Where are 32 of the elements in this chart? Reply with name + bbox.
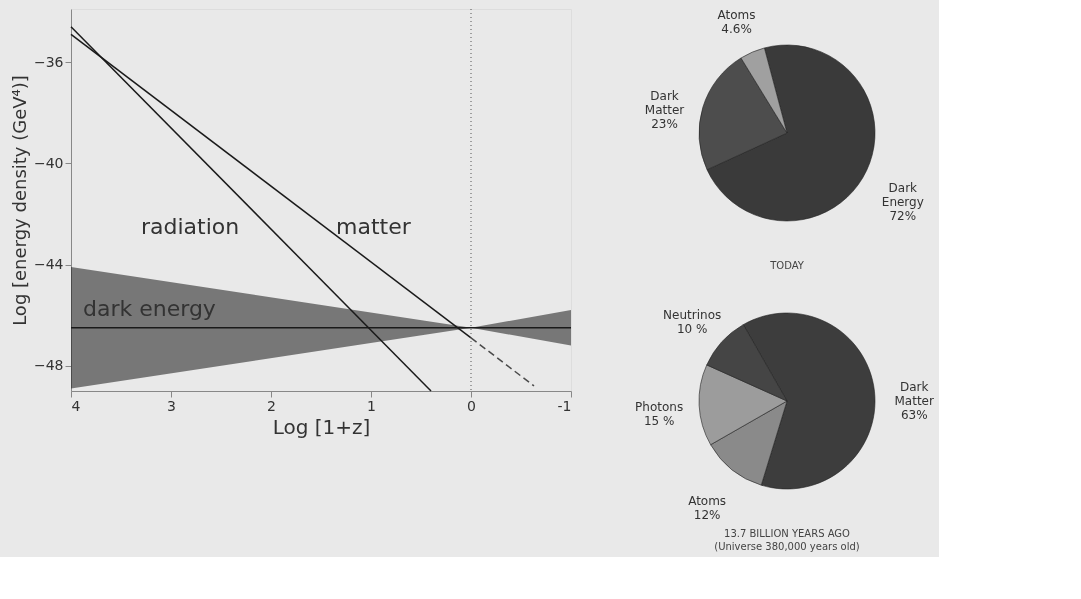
data-label: 23% — [651, 116, 678, 131]
slice-label: Dark Energy — [881, 180, 924, 209]
text: (Universe 380,000 years old) — [714, 541, 860, 552]
annotation: radiation — [141, 214, 240, 239]
annotation: matter — [336, 214, 412, 239]
data-label: 72% — [889, 208, 917, 223]
x-tick-label: 0 — [467, 397, 476, 414]
y-tick-label: −40 — [33, 154, 64, 171]
slice-label: Dark Matter — [894, 379, 934, 408]
data-label: 12% — [693, 508, 721, 523]
text: TODAY — [769, 260, 805, 271]
y-tick-label: −36 — [33, 53, 64, 70]
data-label: 4.6% — [721, 22, 752, 37]
data-label: 63% — [900, 407, 928, 422]
x-tick-label: 1 — [367, 397, 376, 414]
y-tick-label: −48 — [33, 357, 64, 374]
y-axis-title: Log [energy density (GeV⁴)] — [8, 75, 30, 326]
x-tick-label: 3 — [167, 397, 176, 414]
slice-label: Atoms — [717, 8, 756, 23]
x-tick-label: 4 — [71, 397, 81, 414]
x-tick-label: -1 — [557, 397, 572, 414]
slice-label: Atoms — [688, 494, 727, 509]
slice-label: Photons — [635, 400, 684, 415]
slice-label: Neutrinos — [663, 308, 722, 323]
data-label: 10 % — [676, 322, 708, 337]
x-axis-title: Log [1+z] — [272, 414, 371, 439]
y-tick-label: −44 — [33, 256, 64, 273]
data-label: 15 % — [643, 414, 675, 429]
slice-label: Dark Matter — [644, 88, 685, 117]
annotation: dark energy — [83, 296, 216, 321]
text: 13.7 BILLION YEARS AGO — [724, 528, 851, 539]
x-tick-label: 2 — [267, 397, 276, 414]
